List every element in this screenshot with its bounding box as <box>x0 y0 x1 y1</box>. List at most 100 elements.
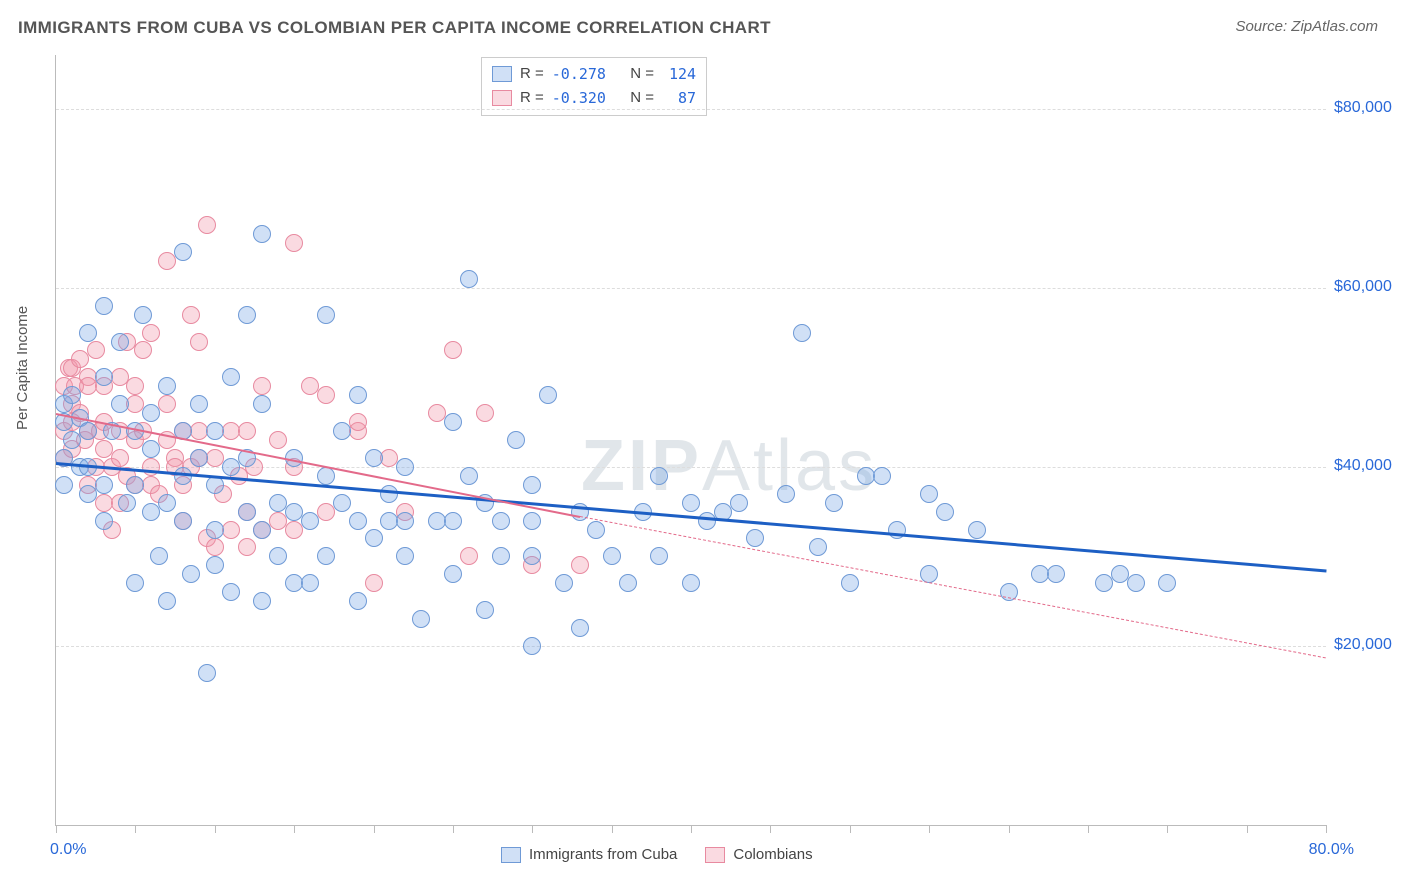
data-point-cuba <box>460 270 478 288</box>
data-point-cuba <box>158 494 176 512</box>
data-point-cuba <box>190 449 208 467</box>
x-tick <box>453 825 454 833</box>
y-tick-label: $40,000 <box>1334 457 1404 475</box>
data-point-cuba <box>317 547 335 565</box>
x-tick <box>56 825 57 833</box>
data-point-cuba <box>603 547 621 565</box>
data-point-colombia <box>182 306 200 324</box>
data-point-colombia <box>158 395 176 413</box>
n-value-colombia: 87 <box>662 86 696 110</box>
x-tick <box>294 825 295 833</box>
x-tick <box>770 825 771 833</box>
data-point-cuba <box>269 547 287 565</box>
data-point-cuba <box>793 324 811 342</box>
data-point-cuba <box>349 592 367 610</box>
data-point-cuba <box>730 494 748 512</box>
gridline-h <box>56 646 1326 647</box>
stats-row-colombia: R = -0.320 N = 87 <box>492 86 696 110</box>
data-point-cuba <box>158 592 176 610</box>
data-point-cuba <box>253 395 271 413</box>
r-label: R = <box>520 86 544 110</box>
chart-title: IMMIGRANTS FROM CUBA VS COLOMBIAN PER CA… <box>18 18 771 38</box>
y-tick-label: $20,000 <box>1334 636 1404 654</box>
data-point-cuba <box>111 333 129 351</box>
data-point-cuba <box>650 547 668 565</box>
data-point-cuba <box>619 574 637 592</box>
series-legend: Immigrants from Cuba Colombians <box>501 846 813 863</box>
data-point-cuba <box>396 547 414 565</box>
gridline-h <box>56 288 1326 289</box>
data-point-cuba <box>555 574 573 592</box>
data-point-colombia <box>134 341 152 359</box>
data-point-cuba <box>95 512 113 530</box>
x-tick <box>929 825 930 833</box>
data-point-cuba <box>1047 565 1065 583</box>
data-point-colombia <box>365 574 383 592</box>
data-point-cuba <box>523 476 541 494</box>
x-tick-label: 0.0% <box>50 841 86 859</box>
data-point-cuba <box>968 521 986 539</box>
data-point-colombia <box>87 341 105 359</box>
data-point-cuba <box>111 395 129 413</box>
data-point-cuba <box>126 476 144 494</box>
data-point-cuba <box>349 512 367 530</box>
data-point-cuba <box>182 565 200 583</box>
data-point-cuba <box>492 547 510 565</box>
legend-item-cuba: Immigrants from Cuba <box>501 846 677 863</box>
data-point-cuba <box>198 664 216 682</box>
data-point-colombia <box>126 377 144 395</box>
data-point-cuba <box>253 521 271 539</box>
source-credit: Source: ZipAtlas.com <box>1235 18 1378 35</box>
stats-legend-box: R = -0.278 N = 124 R = -0.320 N = 87 <box>481 57 707 116</box>
data-point-cuba <box>174 243 192 261</box>
data-point-colombia <box>222 521 240 539</box>
data-point-colombia <box>238 538 256 556</box>
data-point-cuba <box>682 494 700 512</box>
x-tick <box>850 825 851 833</box>
y-axis-label: Per Capita Income <box>14 306 31 430</box>
data-point-cuba <box>523 547 541 565</box>
data-point-colombia <box>317 386 335 404</box>
data-point-cuba <box>174 512 192 530</box>
data-point-cuba <box>301 574 319 592</box>
data-point-cuba <box>95 297 113 315</box>
data-point-cuba <box>95 368 113 386</box>
gridline-h <box>56 109 1326 110</box>
data-point-cuba <box>412 610 430 628</box>
data-point-cuba <box>222 368 240 386</box>
data-point-cuba <box>920 485 938 503</box>
data-point-cuba <box>809 538 827 556</box>
swatch-cuba <box>492 66 512 82</box>
x-tick <box>1167 825 1168 833</box>
x-tick <box>1247 825 1248 833</box>
data-point-cuba <box>936 503 954 521</box>
data-point-cuba <box>142 440 160 458</box>
data-point-cuba <box>95 476 113 494</box>
swatch-colombia <box>705 847 725 863</box>
r-value-cuba: -0.278 <box>552 62 606 86</box>
data-point-cuba <box>55 476 73 494</box>
data-point-cuba <box>841 574 859 592</box>
data-point-cuba <box>396 458 414 476</box>
data-point-colombia <box>206 538 224 556</box>
data-point-cuba <box>317 306 335 324</box>
data-point-cuba <box>158 377 176 395</box>
data-point-cuba <box>333 422 351 440</box>
swatch-colombia <box>492 90 512 106</box>
data-point-colombia <box>571 556 589 574</box>
data-point-cuba <box>571 619 589 637</box>
data-point-cuba <box>118 494 136 512</box>
x-tick <box>691 825 692 833</box>
n-label: N = <box>630 86 654 110</box>
data-point-cuba <box>476 601 494 619</box>
n-label: N = <box>630 62 654 86</box>
data-point-cuba <box>523 512 541 530</box>
n-value-cuba: 124 <box>662 62 696 86</box>
data-point-cuba <box>222 583 240 601</box>
data-point-colombia <box>238 422 256 440</box>
data-point-colombia <box>285 234 303 252</box>
data-point-cuba <box>333 494 351 512</box>
data-point-cuba <box>253 592 271 610</box>
data-point-cuba <box>317 467 335 485</box>
data-point-colombia <box>476 404 494 422</box>
